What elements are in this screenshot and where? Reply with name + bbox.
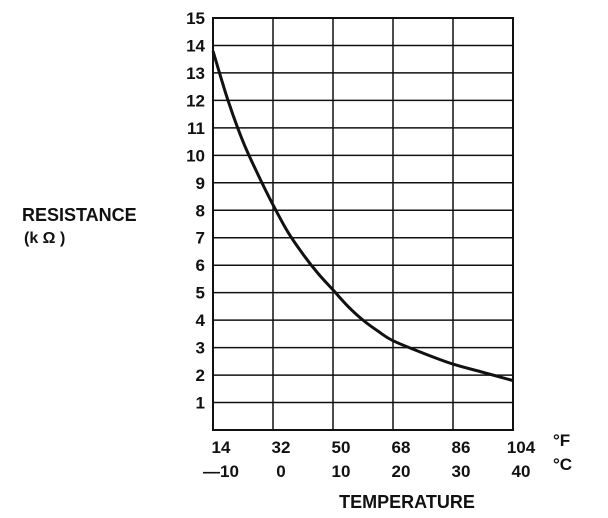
y-tick-label: 15 [186,9,205,28]
x-tick-label-c: 30 [452,462,471,481]
y-tick-label: 4 [196,311,206,330]
y-tick-label: 1 [196,394,205,413]
y-tick-label: 5 [196,284,205,303]
y-tick-label: 8 [196,201,205,220]
y-tick-label: 6 [196,256,205,275]
grid-vertical-lines [272,18,454,430]
x-tick-labels-fahrenheit: 14 32 50 68 86 104 [212,438,536,457]
x-tick-label-f: 14 [212,438,231,457]
x-tick-labels-celsius: —10 0 10 20 30 40 [203,462,530,481]
grid-horizontal-lines [213,44,513,404]
x-tick-label-c: 10 [332,462,351,481]
y-tick-label: 13 [186,64,205,83]
x-tick-label-f: 104 [507,438,536,457]
x-tick-label-f: 50 [332,438,351,457]
y-tick-label: 9 [196,174,205,193]
y-tick-label: 12 [186,91,205,110]
x-tick-label-c: 0 [276,462,285,481]
x-axis-label: TEMPERATURE [339,492,475,512]
y-tick-label: 11 [187,119,205,138]
x-unit-celsius: °C [553,455,572,474]
x-tick-label-f: 86 [452,438,471,457]
x-tick-label-c: —10 [203,462,239,481]
y-axis-unit: (k Ω ) [24,230,66,247]
y-tick-label: 3 [196,339,205,358]
y-tick-label: 2 [196,366,205,385]
x-tick-label-f: 32 [272,438,291,457]
resistance-curve [211,50,514,383]
x-tick-label-c: 20 [392,462,411,481]
y-tick-label: 10 [186,146,205,165]
x-tick-label-f: 68 [392,438,411,457]
x-unit-fahrenheit: °F [553,431,570,450]
plot-frame [212,17,514,431]
y-axis-label: RESISTANCE [22,205,137,225]
y-tick-label: 14 [186,36,205,55]
x-tick-label-c: 40 [512,462,531,481]
y-tick-label: 7 [196,229,205,248]
